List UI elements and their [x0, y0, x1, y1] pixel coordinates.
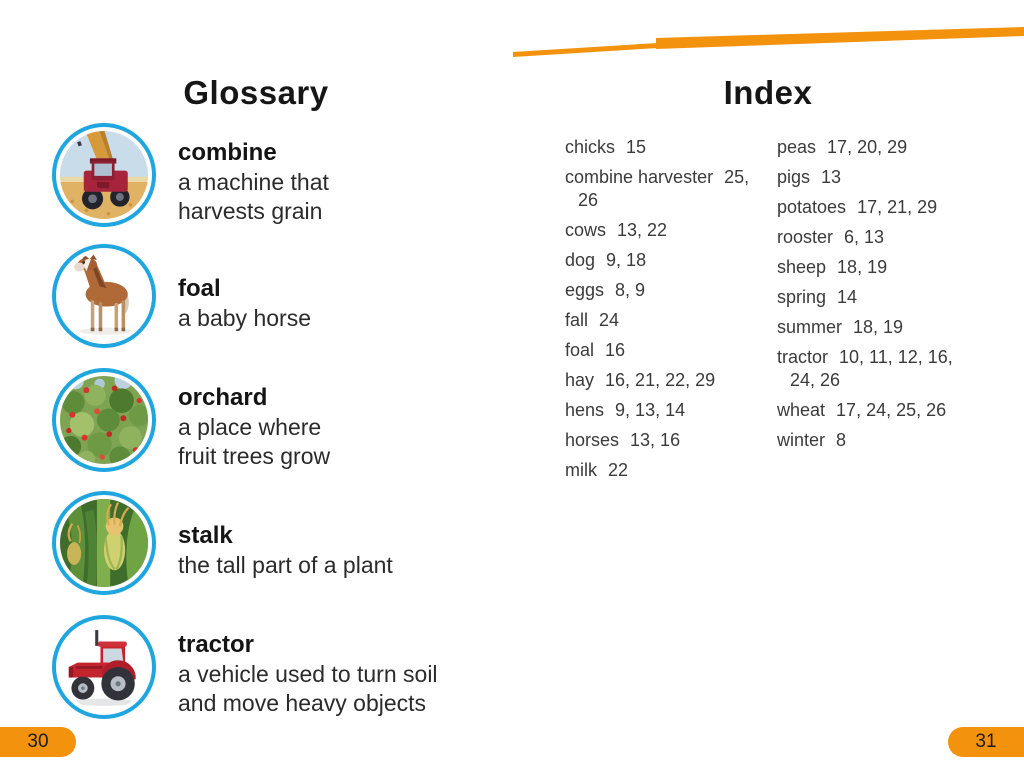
- combine-harvester-photo: [52, 123, 156, 227]
- index-pages: 6, 13: [844, 227, 885, 247]
- index-term: dog: [565, 250, 596, 270]
- orange-swoosh-decoration: [513, 27, 1024, 57]
- index-pages: 17, 21, 29: [857, 197, 938, 217]
- index-entry: chicks 15: [565, 136, 767, 159]
- glossary-entry-stalk: stalk the tall part of a plant: [52, 491, 393, 595]
- index-pages: 13, 16: [630, 430, 681, 450]
- glossary-entry-combine: combine a machine that harvests grain: [52, 123, 329, 227]
- index-term: hay: [565, 370, 595, 390]
- index-pages: 16, 21, 22, 29: [605, 370, 716, 390]
- index-pages: 10, 11, 12, 16, 24, 26: [790, 347, 953, 390]
- glossary-title: Glossary: [183, 74, 329, 112]
- glossary-definition: a machine that harvests grain: [178, 169, 329, 224]
- index-entry: hens 9, 13, 14: [565, 399, 767, 422]
- index-term: potatoes: [777, 197, 847, 217]
- index-pages: 25, 26: [578, 167, 750, 210]
- glossary-entry-tractor: tractor a vehicle used to turn soil and …: [52, 615, 438, 719]
- index-term: chicks: [565, 137, 616, 157]
- index-entry: spring 14: [777, 286, 979, 309]
- index-pages: 17, 24, 25, 26: [836, 400, 947, 420]
- red-tractor-photo: [52, 615, 156, 719]
- glossary-term: tractor: [178, 631, 255, 658]
- index-term: summer: [777, 317, 843, 337]
- index-term: cows: [565, 220, 607, 240]
- index-term: horses: [565, 430, 620, 450]
- index-pages: 14: [837, 287, 858, 307]
- index-entry: horses 13, 16: [565, 429, 767, 452]
- index-term: rooster: [777, 227, 834, 247]
- index-entry: eggs 8, 9: [565, 279, 767, 302]
- index-entry: summer 18, 19: [777, 316, 979, 339]
- index-pages: 13: [821, 167, 842, 187]
- index-term: fall: [565, 310, 589, 330]
- index-entry: dog 9, 18: [565, 249, 767, 272]
- index-pages: 13, 22: [617, 220, 668, 240]
- index-entry: potatoes 17, 21, 29: [777, 196, 979, 219]
- index-entry: fall 24: [565, 309, 767, 332]
- index-pages: 16: [605, 340, 626, 360]
- index-pages: 8: [836, 430, 847, 450]
- index-pages: 18, 19: [837, 257, 888, 277]
- index-term: pigs: [777, 167, 811, 187]
- index-pages: 9, 18: [606, 250, 647, 270]
- index-term: foal: [565, 340, 595, 360]
- index-entry: tractor 10, 11, 12, 16, 24, 26: [777, 346, 979, 392]
- glossary-definition: a place where fruit trees grow: [178, 414, 331, 469]
- index-term: winter: [777, 430, 826, 450]
- index-pages: 22: [608, 460, 629, 480]
- index-pages: 15: [626, 137, 647, 157]
- index-entry: rooster 6, 13: [777, 226, 979, 249]
- glossary-term: foal: [178, 274, 221, 302]
- index-pages: 18, 19: [853, 317, 904, 337]
- glossary-definition: the tall part of a plant: [178, 551, 393, 578]
- index-title: Index: [723, 74, 813, 112]
- glossary-definition: a vehicle used to turn soil and move hea…: [178, 661, 438, 716]
- glossary-term: combine: [178, 139, 277, 166]
- index-entry: sheep 18, 19: [777, 256, 979, 279]
- tractor-illustration: [60, 623, 148, 711]
- index-entry: foal 16: [565, 339, 767, 362]
- index-entry: cows 13, 22: [565, 219, 767, 242]
- index-pages: 24: [599, 310, 620, 330]
- index-term: tractor: [777, 347, 829, 367]
- orchard-illustration: [60, 376, 148, 464]
- index-entry: peas 17, 20, 29: [777, 136, 979, 159]
- index-pages: 17, 20, 29: [827, 137, 908, 157]
- page-number-badge-left: 30: [0, 727, 76, 757]
- glossary-term: orchard: [178, 384, 268, 411]
- index-term: milk: [565, 460, 597, 480]
- index-pages: 9, 13, 14: [615, 400, 686, 420]
- index-entry: hay 16, 21, 22, 29: [565, 369, 767, 392]
- index-term: peas: [777, 137, 817, 157]
- corn-stalk-illustration: [60, 499, 148, 587]
- combine-harvester-illustration: [60, 131, 148, 219]
- index-entry: winter 8: [777, 429, 979, 452]
- index-entry: wheat 17, 24, 25, 26: [777, 399, 979, 422]
- index-column-left: chicks 15 combine harvester 25, 26 cows 13,…: [565, 136, 767, 489]
- glossary-definition: a baby horse: [178, 304, 311, 331]
- index-entry: milk 22: [565, 459, 767, 482]
- index-entry: pigs 13: [777, 166, 979, 189]
- foal-illustration: [60, 252, 148, 340]
- index-term: hens: [565, 400, 605, 420]
- page-number-badge-right: 31: [948, 727, 1024, 757]
- index-term: wheat: [777, 400, 826, 420]
- glossary-entry-foal: foal a baby horse: [52, 244, 311, 348]
- apple-orchard-photo: [52, 368, 156, 472]
- index-entry: combine harvester 25, 26: [565, 166, 767, 212]
- glossary-term: stalk: [178, 521, 233, 549]
- index-term: eggs: [565, 280, 605, 300]
- index-column-right: peas 17, 20, 29 pigs 13 potatoes 17, 21, 29…: [777, 136, 979, 459]
- foal-photo: [52, 244, 156, 348]
- index-term: sheep: [777, 257, 827, 277]
- index-term: combine harvester: [565, 167, 714, 187]
- corn-stalk-photo: [52, 491, 156, 595]
- glossary-entry-orchard: orchard a place where fruit trees grow: [52, 368, 330, 472]
- index-term: spring: [777, 287, 827, 307]
- index-pages: 8, 9: [615, 280, 646, 300]
